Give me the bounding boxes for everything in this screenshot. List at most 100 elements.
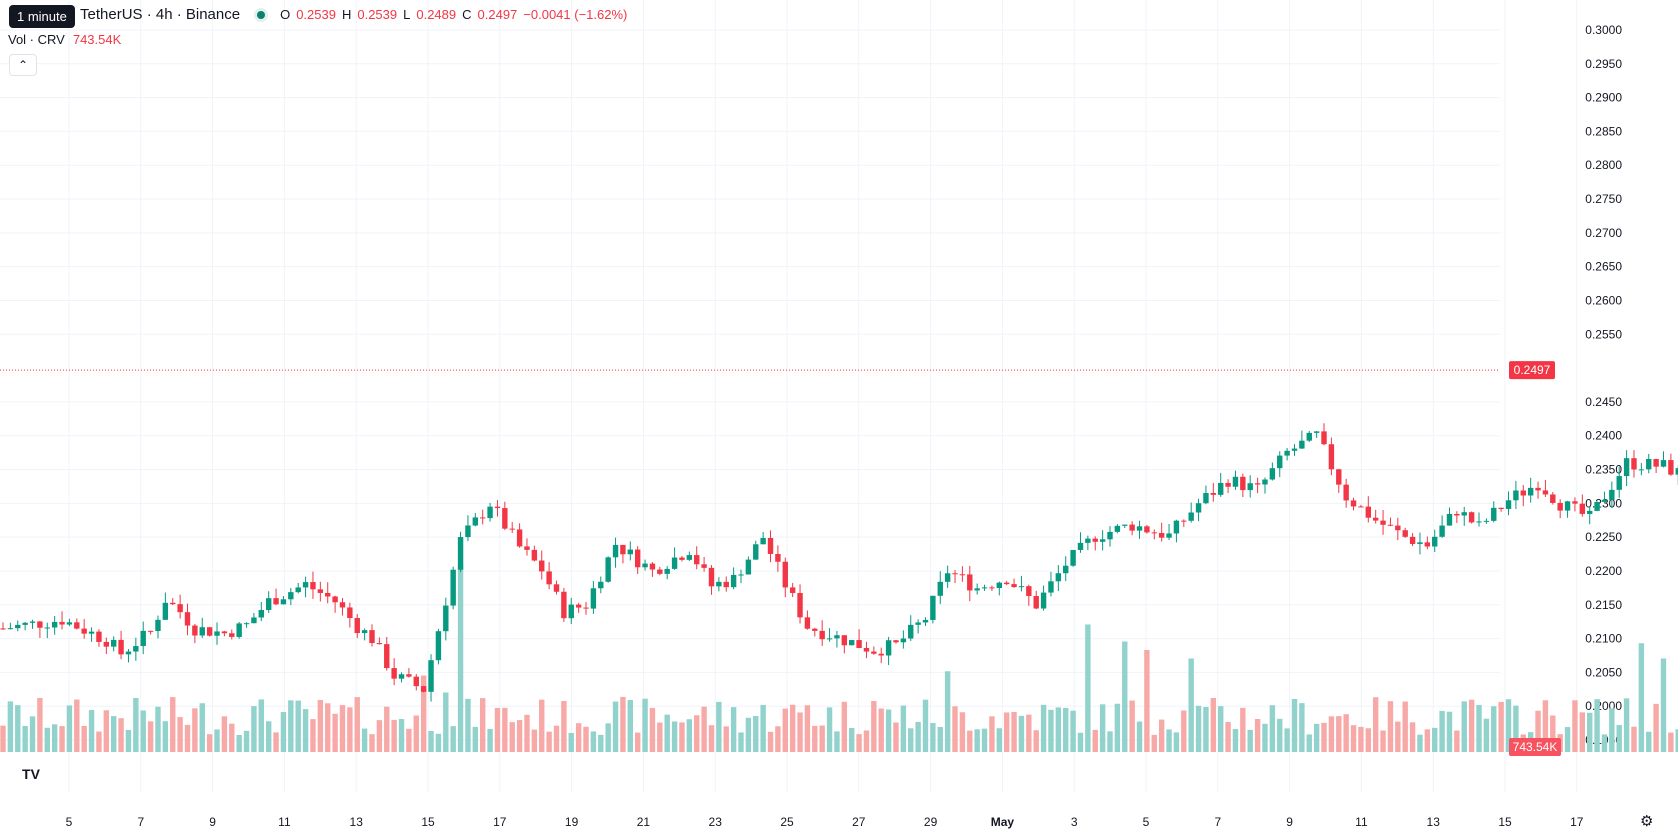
candle-body <box>900 638 907 643</box>
candle-body <box>140 630 146 647</box>
candle-body <box>1402 530 1408 537</box>
candle-body <box>959 574 966 576</box>
volume-bar <box>1181 710 1187 752</box>
volume-bar <box>229 723 235 752</box>
volume-bar <box>1092 729 1098 752</box>
candle-body <box>66 622 73 625</box>
volume-bar <box>568 732 574 752</box>
candle-body <box>1173 520 1180 534</box>
candle-body <box>1579 503 1586 514</box>
candle-body <box>443 605 449 632</box>
volume-bar <box>649 707 656 752</box>
symbol-title[interactable]: TetherUS · 4h · Binance <box>80 6 241 23</box>
volume-bar <box>996 728 1002 752</box>
collapse-legend-button[interactable]: ⌃ <box>9 54 37 76</box>
market-status-icon[interactable] <box>254 7 269 22</box>
volume-bar <box>1107 731 1113 752</box>
candle-body <box>22 622 28 625</box>
volume-bar <box>162 721 169 752</box>
volume-bar <box>1218 706 1224 752</box>
x-tick-label: 7 <box>137 815 144 829</box>
candle-body <box>221 631 228 634</box>
candle-body <box>1358 506 1364 508</box>
candle-body <box>111 639 117 647</box>
y-tick-label: 0.2100 <box>1585 632 1622 646</box>
volume-bar <box>908 728 914 752</box>
candle-body <box>1313 431 1320 433</box>
candle-body <box>575 604 582 608</box>
volume-bar <box>1026 714 1032 752</box>
candle-body <box>199 627 205 636</box>
candle-body <box>450 569 456 606</box>
volume-bar <box>1225 721 1231 752</box>
candle-body <box>531 549 538 561</box>
x-tick-label: 21 <box>637 815 651 829</box>
volume-bar <box>1653 703 1659 752</box>
candle-body <box>480 517 486 519</box>
volume-bar <box>1040 704 1047 752</box>
candle-body <box>598 581 604 589</box>
y-tick-label: 0.2750 <box>1585 192 1622 206</box>
candle-body <box>354 618 360 634</box>
candle-body <box>1498 507 1504 509</box>
candle-body <box>1070 549 1076 566</box>
volume-bar <box>88 710 95 752</box>
tradingview-logo-icon[interactable]: TV <box>14 760 48 788</box>
volume-bar <box>280 712 287 752</box>
volume-bar <box>871 701 877 752</box>
volume-bar <box>1321 722 1327 752</box>
volume-bar <box>937 727 943 752</box>
candle-body <box>1166 533 1172 538</box>
volume-bar <box>760 704 766 752</box>
volume-bar <box>7 701 14 752</box>
volume-bar <box>347 707 353 752</box>
candle-body <box>265 598 272 610</box>
volume-label[interactable]: Vol · CRV <box>8 32 65 47</box>
volume-bar <box>192 708 198 752</box>
candle-body <box>1572 501 1578 504</box>
candle-body <box>310 582 316 590</box>
volume-bar <box>1535 710 1541 752</box>
y-tick-label: 0.2150 <box>1585 598 1622 612</box>
candle-body <box>1291 448 1298 451</box>
gear-icon[interactable]: ⚙ <box>1640 813 1654 830</box>
candle-body <box>996 582 1002 589</box>
volume-bar <box>849 728 855 752</box>
candle-body <box>753 544 759 560</box>
volume-bar <box>1129 700 1135 752</box>
candle-body <box>1461 512 1467 516</box>
candle-body <box>1107 531 1113 540</box>
volume-bar <box>1277 718 1283 752</box>
chevron-up-icon: ⌃ <box>17 58 29 72</box>
candle-body <box>206 627 213 636</box>
candle-body <box>634 549 641 568</box>
y-tick-label: 0.2850 <box>1585 124 1622 138</box>
ohlc-values: O 0.2539 H 0.2539 L 0.2489 C 0.2497 −0.0041 … <box>280 7 627 22</box>
volume-bar <box>0 725 6 752</box>
high-value: 0.2539 <box>357 7 398 22</box>
candle-body <box>81 628 87 634</box>
candle-body <box>1328 444 1335 470</box>
volume-bar <box>967 730 973 752</box>
volume-bar <box>1461 701 1467 752</box>
volume-bar <box>657 722 663 752</box>
candle-body <box>29 621 36 623</box>
volume-bar <box>900 705 907 752</box>
candle-body <box>502 508 508 529</box>
volume-bar <box>612 701 619 752</box>
candle-body <box>302 582 309 588</box>
volume-bar <box>944 671 951 752</box>
volume-bar <box>863 730 870 752</box>
volume-bar <box>288 700 294 752</box>
candle-body <box>435 631 442 661</box>
candle-body <box>1077 542 1084 550</box>
volume-bar <box>1646 731 1652 752</box>
candle-body <box>642 563 648 568</box>
candle-body <box>775 553 781 562</box>
volume-bar <box>125 729 132 752</box>
volume-bar <box>1210 697 1217 752</box>
candle-body <box>457 537 464 570</box>
candle-body <box>1181 520 1187 522</box>
candle-body <box>339 602 346 608</box>
